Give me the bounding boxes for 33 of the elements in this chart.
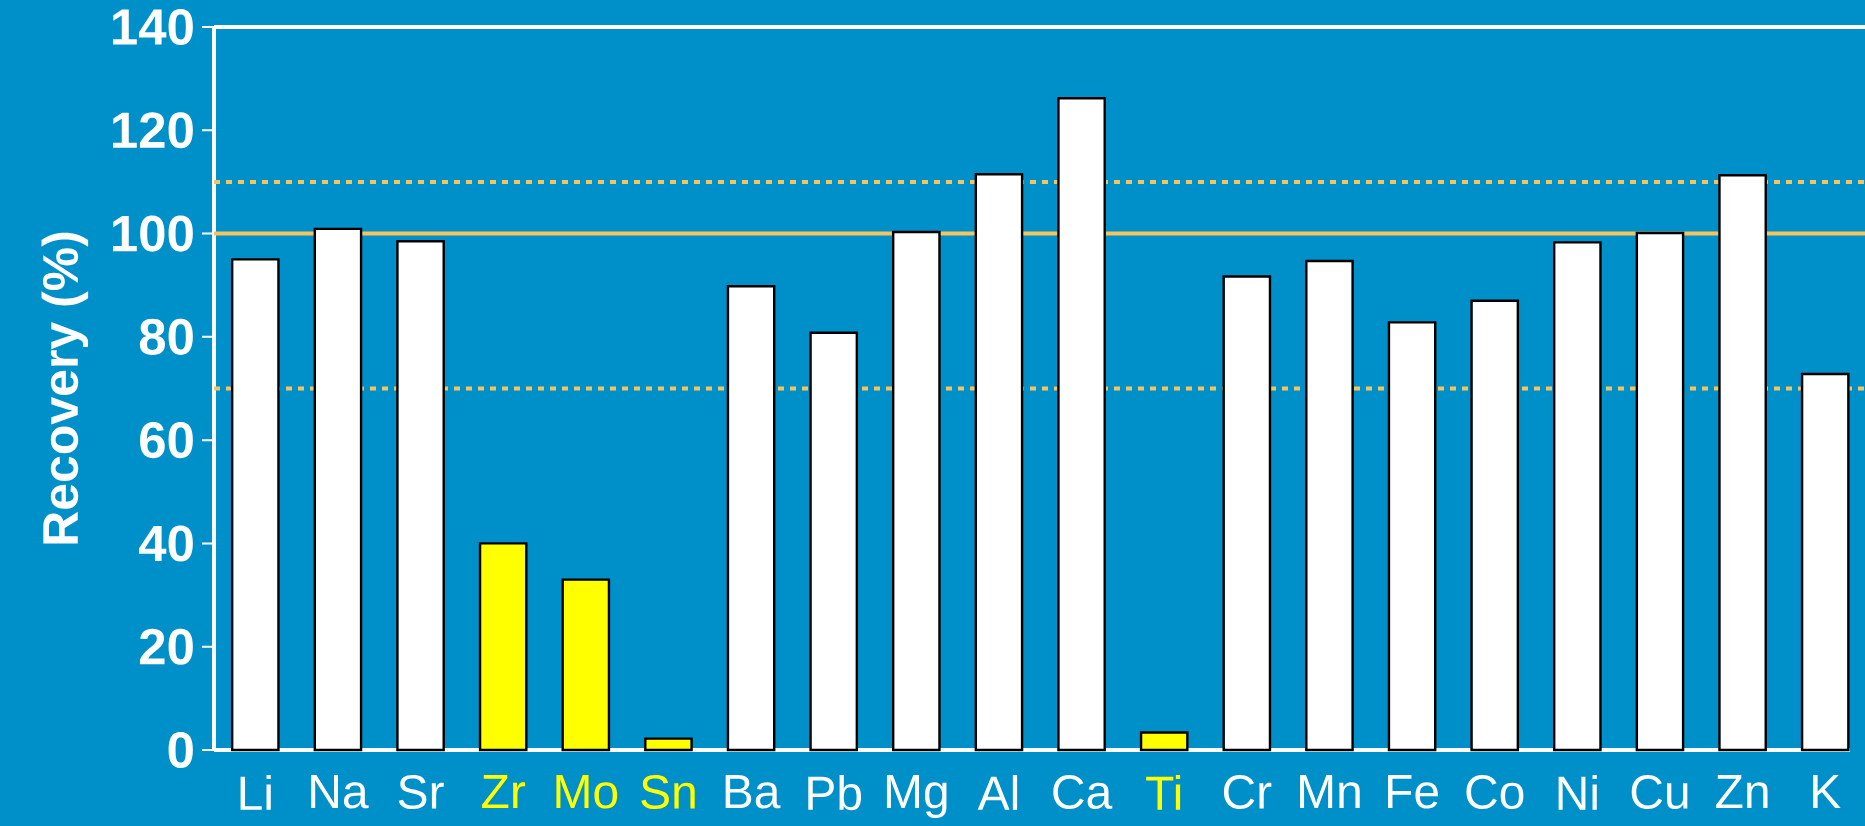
x-tick-label: Mo (556, 775, 618, 809)
bar (644, 737, 693, 752)
x-tick-label: Ca (1053, 775, 1113, 810)
y-tick-label: 80 (139, 318, 193, 355)
x-tick-label: Sr (398, 775, 444, 810)
x-tick-label: Pb (808, 775, 862, 811)
x-tick-label: Ba (725, 775, 781, 809)
x-tick-label: Sn (641, 775, 695, 810)
y-axis-title: Recovery (%) (41, 232, 89, 544)
x-tick-label: Al (977, 775, 1018, 810)
x-tick-label: Li (240, 775, 271, 810)
y-tick-label: 140 (113, 8, 193, 46)
y-tick-label: 100 (113, 215, 193, 252)
x-tick-label: Mn (1300, 775, 1360, 809)
y-tick-label: 0 (168, 731, 193, 769)
bar (1139, 731, 1189, 752)
y-tick-label: 120 (113, 112, 193, 149)
x-tick-label: K (1813, 775, 1841, 809)
x-tick-label: Co (1466, 775, 1524, 810)
x-tick-label: Na (311, 775, 369, 809)
x-tick-label: Zn (1716, 775, 1768, 809)
x-tick-label: Mg (886, 775, 947, 819)
x-tick-label: Cr (1223, 775, 1272, 810)
bar (561, 578, 611, 752)
x-tick-label: Fe (1388, 775, 1438, 809)
y-tick-label: 20 (139, 628, 193, 665)
x-tick-label: Cu (1631, 775, 1688, 810)
y-tick-label: 60 (140, 422, 193, 459)
x-tick-label: Ti (1146, 775, 1181, 810)
y-tick-label: 40 (138, 525, 193, 562)
x-tick-label: Zr (482, 775, 526, 809)
bar (478, 542, 528, 752)
x-tick-label: Ni (1558, 775, 1597, 810)
